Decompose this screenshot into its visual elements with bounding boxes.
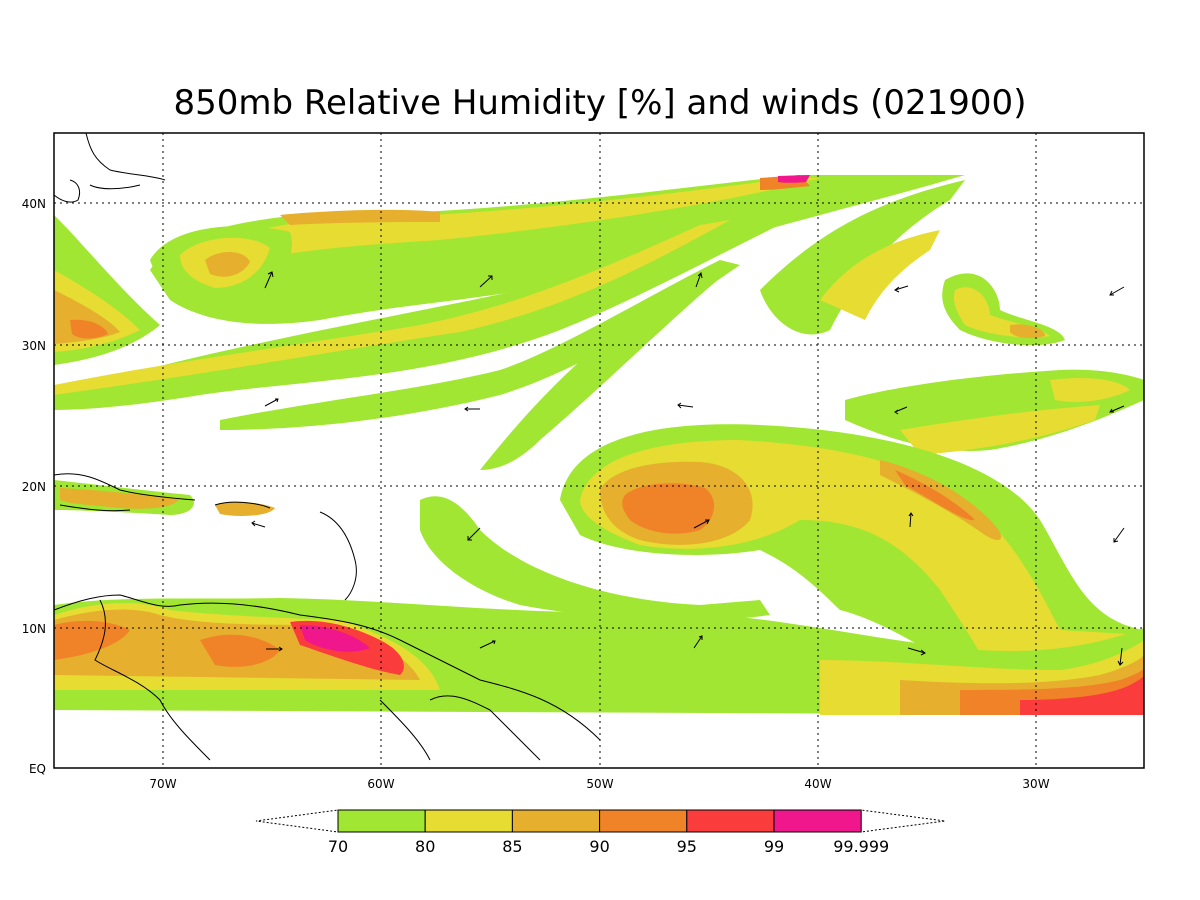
lon-label: 60W [367,777,394,791]
wind-vectors [251,271,1125,666]
colorbar-swatch [511,809,601,833]
lat-label: 30N [22,339,46,353]
lat-label: EQ [29,762,46,776]
map-title: 850mb Relative Humidity [%] and winds (0… [174,83,1027,123]
colorbar-swatch [424,809,513,833]
colorbar-label: 85 [502,837,522,856]
humidity-band-diagonal [54,175,965,470]
colorbar-swatch [773,809,862,833]
lon-label: 30W [1022,777,1049,791]
lon-label: 40W [804,777,831,791]
lat-label: 40N [22,197,46,211]
graticule [54,133,1144,768]
humidity-band-south [54,598,1144,715]
colorbar-swatch [337,809,426,833]
colorbar-label: 90 [589,837,609,856]
lon-axis: 70W 60W 50W 40W 30W [149,777,1049,791]
humidity-band-east [845,273,1144,455]
map-frame [53,132,1145,769]
colorbar-swatch [599,809,688,833]
colorbar-right-extension [860,809,946,833]
colorbar-label: 70 [328,837,348,856]
lon-label: 70W [149,777,176,791]
coastlines [54,133,601,761]
humidity-band-west [54,215,160,365]
lat-label: 20N [22,480,46,494]
colorbar-left-extension [255,809,339,833]
lat-label: 10N [22,622,46,636]
colorbar-label: 99 [764,837,784,856]
lon-label: 50W [586,777,613,791]
lat-axis: 40N 30N 20N 10N EQ [22,197,46,776]
colorbar-swatch [686,809,775,833]
colorbar-label: 80 [415,837,435,856]
humidity-band-caribbean [54,480,275,516]
colorbar-label: 95 [677,837,697,856]
colorbar-label: 99.999 [833,837,889,856]
colorbar: 70 80 85 90 95 99 99.999 [255,809,946,856]
